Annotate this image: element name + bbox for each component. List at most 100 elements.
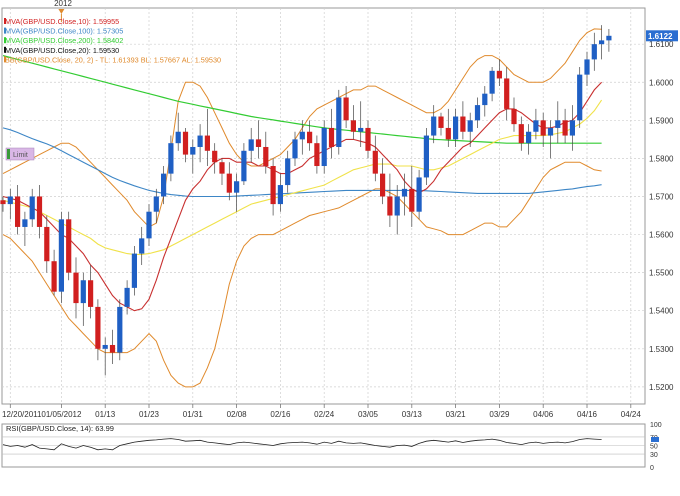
candle-body — [299, 131, 305, 140]
year-marker-label: 2012 — [54, 0, 72, 8]
legend-swatch — [4, 46, 6, 53]
date-tick-label: 03/13 — [402, 410, 423, 419]
candle-body — [7, 196, 13, 205]
legend-entry: BB(GBP/USD.Close, 20, 2) - TL: 1.61393 B… — [5, 55, 221, 64]
candle-body — [504, 78, 510, 109]
candle-body — [380, 173, 386, 197]
candle-body — [36, 196, 43, 227]
limit-badge[interactable]: Limit — [5, 147, 35, 161]
last-price-label: 1.6122 — [648, 32, 673, 41]
candle-body — [569, 120, 575, 136]
candle-body — [394, 196, 400, 216]
candle-body — [66, 219, 72, 273]
ma10-line — [2, 81, 602, 312]
date-tick-label: 03/05 — [358, 410, 379, 419]
date-axis: 12/20/2011 01/05/2012 01/13 01/23 01/31 02/08… — [2, 404, 641, 419]
candle-body — [95, 306, 101, 349]
candle-body — [190, 146, 196, 155]
candle-body — [547, 127, 554, 136]
candle-body — [518, 124, 524, 144]
candle-body — [328, 127, 335, 147]
candle-body — [88, 280, 94, 307]
candle-body — [182, 131, 189, 155]
candle-body — [511, 108, 517, 125]
rsi-gridlines — [2, 436, 645, 455]
candle-body — [533, 120, 539, 132]
candle-body — [336, 97, 342, 147]
candle-body — [416, 177, 422, 212]
candle-body — [234, 181, 240, 193]
limit-badge-label: Limit — [13, 152, 28, 159]
candle-body — [117, 306, 123, 353]
candle-body — [29, 196, 35, 220]
candle-body — [241, 150, 247, 182]
candle-body — [51, 261, 57, 292]
candle-body — [584, 59, 590, 75]
date-tick-label: 01/13 — [95, 410, 116, 419]
date-tick-label: 03/29 — [489, 410, 510, 419]
candle-body — [15, 196, 21, 227]
candle-body — [409, 188, 415, 212]
legend-entry: MVA(GBP/USD.Close,20): 1.59530 — [5, 46, 119, 55]
candle-body — [540, 120, 546, 136]
main-panel-frame — [1, 7, 646, 405]
candle-body — [285, 158, 291, 186]
candle-body — [131, 253, 137, 288]
date-tick-label: 02/16 — [270, 410, 291, 419]
rsi-tick-label: 100 — [650, 422, 662, 429]
price-tick-label: 1.5900 — [649, 116, 674, 125]
candle-body — [175, 131, 181, 144]
candle-body — [372, 150, 378, 174]
candle-body — [292, 139, 298, 159]
candle-body — [314, 143, 320, 167]
legend-entry: MVA(GBP/USD.Close,10): 1.59955 — [5, 17, 119, 26]
rsi-tick-label: 30 — [650, 452, 658, 459]
candle-body — [467, 120, 473, 132]
bollinger-lower-line — [2, 161, 602, 388]
candle-body — [423, 135, 429, 178]
candle-body — [365, 127, 371, 151]
candle-body — [307, 131, 313, 144]
candle-body — [44, 226, 50, 262]
year-marker: 2012 — [54, 0, 72, 22]
legend-swatch — [4, 18, 6, 24]
date-tick-label: 02/24 — [314, 410, 335, 419]
year-marker-arrow — [58, 9, 65, 14]
candle-body — [277, 185, 283, 205]
candle-body — [431, 116, 437, 136]
price-tick-label: 1.5500 — [649, 269, 674, 278]
candle-body — [526, 131, 532, 144]
candle-body — [350, 120, 356, 132]
candle-body — [438, 116, 444, 128]
candle-body — [591, 44, 597, 60]
candle-body — [146, 211, 152, 239]
candle-body — [562, 120, 568, 136]
candle-body — [153, 196, 159, 212]
date-tick-label: 04/24 — [621, 410, 642, 419]
candle-body — [606, 35, 612, 41]
date-tick-label: 03/21 — [446, 410, 467, 419]
candle-body — [255, 139, 262, 147]
candle-body — [577, 74, 583, 121]
date-tick-label: 01/31 — [183, 410, 204, 419]
candle-body — [401, 188, 408, 197]
candle-body — [80, 280, 86, 304]
candle-body — [599, 40, 605, 45]
price-tick-label: 1.6000 — [649, 78, 674, 87]
candle-body — [212, 150, 218, 163]
candle-body — [204, 135, 210, 151]
candle-body — [460, 116, 466, 132]
candle-body — [168, 143, 174, 174]
candle-body — [358, 127, 364, 132]
candle-body — [387, 196, 393, 216]
candle-body — [263, 146, 269, 167]
rsi-label: RSI(GBP/USD.Close, 14): 63.99 — [6, 424, 114, 433]
candle-body — [58, 219, 64, 292]
rsi-tick-label: 0 — [650, 465, 654, 472]
candle-body — [270, 166, 276, 205]
price-tick-label: 1.6100 — [649, 40, 674, 49]
rsi-line — [2, 438, 602, 451]
date-tick-label: 01/23 — [139, 410, 160, 419]
